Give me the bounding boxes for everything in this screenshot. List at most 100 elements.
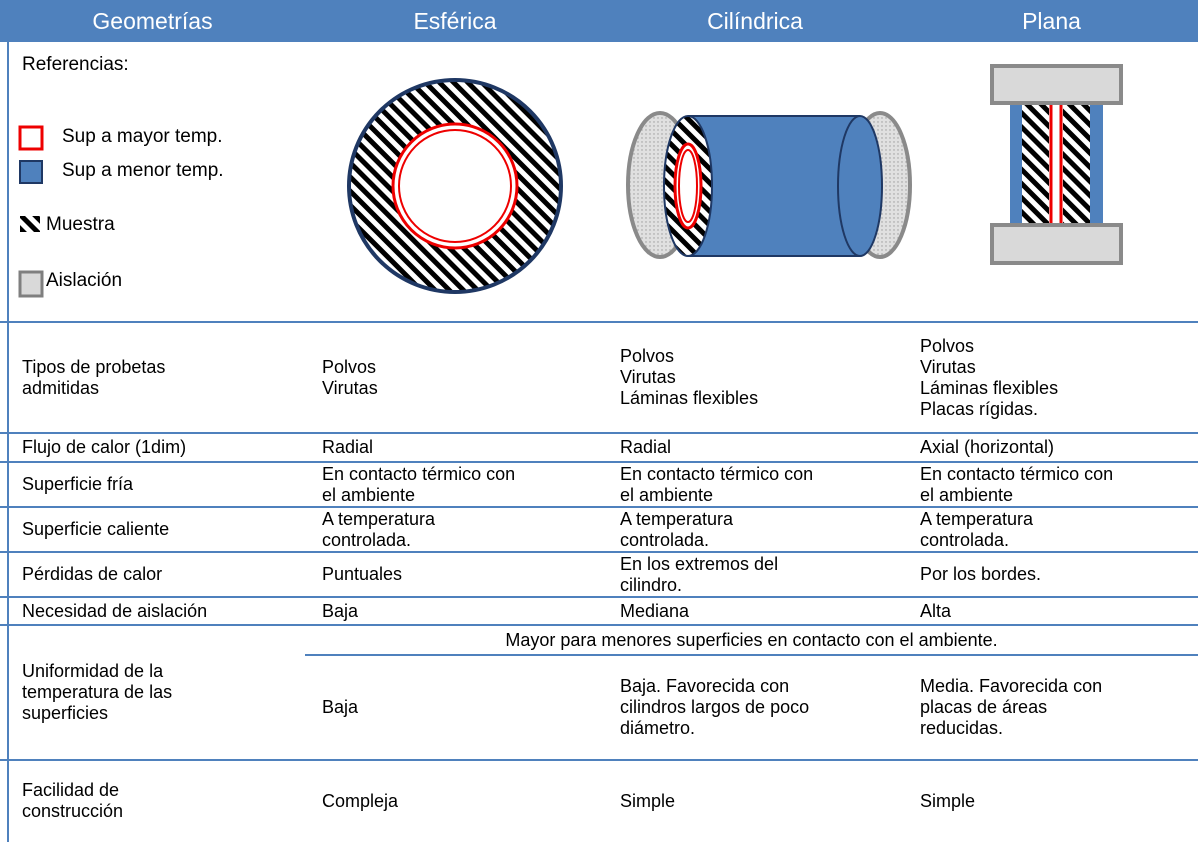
cell-line: A temperatura [920,508,1034,529]
cell-line: Baja. Favorecida con [620,676,790,696]
cell-line: En los extremos del [620,553,779,574]
cell-line: En contacto térmico con [322,463,516,484]
sphere-hot-ring [398,129,512,243]
table-cell: Alta [920,597,1198,625]
table-cell: Tipos de probetas admitidas [22,322,305,433]
cell-line: Necesidad de aislación [22,600,208,621]
cell-line: Baja [322,697,359,717]
row-border [0,321,1198,323]
legend-label: Sup a menor temp. [62,160,224,181]
cell-line: el ambiente [620,484,714,505]
cell-line: Mediana [620,600,690,621]
table-cell: Media. Favorecida con placas de áreas redu… [920,655,1198,760]
cell-line: Axial (horizontal) [920,437,1055,457]
row-border [0,432,1198,434]
table-cell: Axial (horizontal) [920,433,1198,462]
cell-line: controlada. [620,529,710,550]
cell-line: cilindros largos de poco [620,697,810,717]
table-cell: Baja [322,597,605,625]
cell-line: el ambiente [920,484,1014,505]
cell-line: Media. Favorecida con [920,676,1103,696]
cell-line: temperatura de las [22,682,173,702]
row-border [0,596,1198,598]
cell-line: reducidas. [920,718,1004,738]
table-cell: Polvos Virutas Láminas flexibles [620,322,905,433]
cell-line: controlada. [920,529,1010,550]
table-cell: En contacto térmico con el ambiente [620,462,905,507]
span-note: Mayor para menores superficies en contac… [505,629,998,650]
cell-line: Simple [620,790,676,811]
table-cell: A temperatura controlada. [620,507,905,552]
table-cell: Compleja [322,760,605,842]
cell-line: En contacto térmico con [620,463,814,484]
row-border [0,506,1198,508]
table-cell: Baja [322,655,605,760]
plane-insulation [990,64,1123,105]
legend-label: Aislación [46,270,123,291]
table-cell: Polvos Virutas Láminas flexibles Placas ríg… [920,322,1198,433]
plane-insulation [990,223,1123,265]
cell-line: Tipos de probetas [22,356,166,377]
cell-line: Placas rígidas. [920,398,1039,419]
table-cell: Necesidad de aislación [22,597,305,625]
left-border [7,42,9,842]
table-cell: Radial [620,433,905,462]
cell-line: superficies [22,703,109,723]
sphere-hot-ring [391,122,519,250]
table-cell: Superficie fría [22,462,305,507]
cell-line: Polvos [920,335,975,356]
cell-line: Baja [322,600,359,621]
cell-line: Uniformidad de la [22,661,164,681]
cell-line: Facilidad de [22,780,120,800]
cell-line: construcción [22,801,124,821]
cell-line: A temperatura [620,508,734,529]
table-cell: Pérdidas de calor [22,552,305,597]
cell-line: diámetro. [620,718,696,738]
header-cell: Plana [1022,8,1081,34]
legend-label: Sup a mayor temp. [62,126,223,147]
cell-line: Virutas [920,356,976,377]
header-cell: Geometrías [92,8,213,34]
cell-line: controlada. [322,529,412,550]
cell-line: Superficie fría [22,474,134,494]
row-border [0,624,1198,626]
table-cell: Puntuales [322,552,605,597]
cell-line: Pérdidas de calor [22,564,163,584]
cell-line: admitidas [22,377,100,398]
cell-line: Compleja [322,790,399,811]
table-cell: Simple [920,760,1198,842]
cell-line: Superficie caliente [22,519,170,539]
table-cell: Baja. Favorecida con cilindros largos de … [620,655,905,760]
legend-icon-cold [19,160,43,184]
cell-line: placas de áreas [920,697,1048,717]
table-cell: Mediana [620,597,905,625]
cylinder-hot-ring [678,149,698,223]
header-cell: Cilíndrica [707,8,803,34]
header-cell: Esférica [413,8,497,34]
cell-line: Virutas [322,377,378,398]
cell-line: Polvos [620,346,675,366]
cell-line: Simple [920,790,976,811]
row-border [0,551,1198,553]
row-border [0,461,1198,463]
table-cell: En contacto térmico con el ambiente [322,462,605,507]
legend-title: Referencias: [22,54,129,75]
cell-line: A temperatura [322,508,436,529]
legend-label: Muestra [46,214,115,235]
cylinder-end [837,115,883,257]
table-cell: Flujo de calor (1dim) [22,433,305,462]
table-cell: A temperatura controlada. [920,507,1198,552]
table-cell: Facilidad de construcción [22,760,305,842]
cell-line: Flujo de calor (1dim) [22,437,187,457]
table-cell: Simple [620,760,905,842]
cell-line: Láminas flexibles [620,388,759,408]
sub-row-border [305,654,1198,656]
cylinder-body [688,116,860,256]
cell-line: Por los bordes. [920,564,1042,584]
cell-line: Láminas flexibles [920,377,1059,398]
table-cell: A temperatura controlada. [322,507,605,552]
figures [18,64,1123,298]
table-cell: En los extremos del cilindro. [620,552,905,597]
legend-icon-sample [20,216,40,232]
table-cell: Radial [322,433,605,462]
